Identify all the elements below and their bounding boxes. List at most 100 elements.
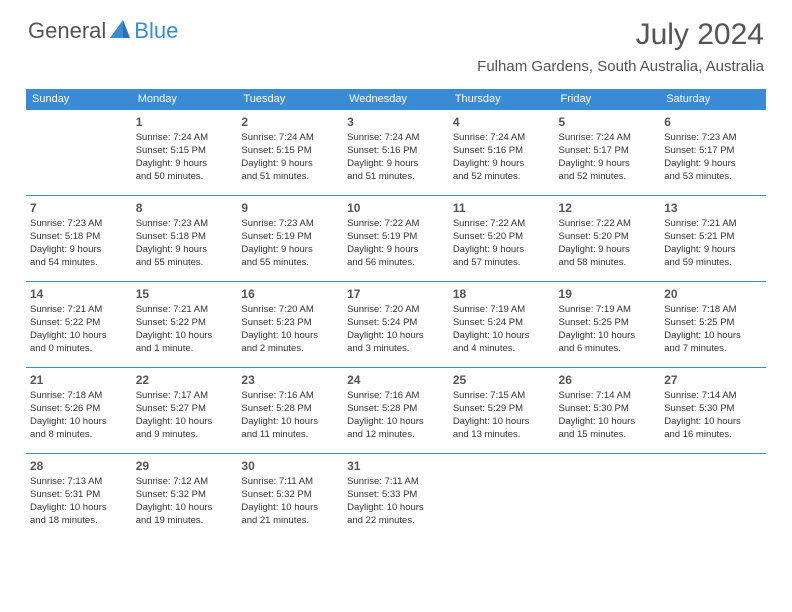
day-number: 16	[241, 286, 339, 302]
day-d2: and 22 minutes.	[347, 515, 445, 528]
day-sr: Sunrise: 7:19 AM	[559, 304, 657, 317]
day-sr: Sunrise: 7:24 AM	[559, 132, 657, 145]
calendar-day-cell: 29Sunrise: 7:12 AMSunset: 5:32 PMDayligh…	[132, 454, 238, 540]
calendar-day-cell: 26Sunrise: 7:14 AMSunset: 5:30 PMDayligh…	[555, 368, 661, 454]
day-sr: Sunrise: 7:21 AM	[30, 304, 128, 317]
calendar-day-cell: 22Sunrise: 7:17 AMSunset: 5:27 PMDayligh…	[132, 368, 238, 454]
day-sr: Sunrise: 7:24 AM	[241, 132, 339, 145]
day-sr: Sunrise: 7:20 AM	[241, 304, 339, 317]
day-d1: Daylight: 10 hours	[347, 416, 445, 429]
calendar-day-cell: 11Sunrise: 7:22 AMSunset: 5:20 PMDayligh…	[449, 196, 555, 282]
day-ss: Sunset: 5:18 PM	[30, 231, 128, 244]
calendar-day-cell: 27Sunrise: 7:14 AMSunset: 5:30 PMDayligh…	[660, 368, 766, 454]
day-ss: Sunset: 5:33 PM	[347, 489, 445, 502]
day-d1: Daylight: 9 hours	[664, 158, 762, 171]
day-d1: Daylight: 10 hours	[347, 330, 445, 343]
day-number: 23	[241, 372, 339, 388]
header: General Blue July 2024 Fulham Gardens, S…	[0, 0, 792, 83]
day-sr: Sunrise: 7:22 AM	[559, 218, 657, 231]
day-ss: Sunset: 5:17 PM	[664, 145, 762, 158]
day-number: 12	[559, 200, 657, 216]
calendar-day-cell: 17 Sunrise: 7:20 AMSunset: 5:24 PMDayligh…	[343, 282, 449, 368]
day-d2: and 18 minutes.	[30, 515, 128, 528]
day-d2: and 51 minutes.	[347, 171, 445, 184]
day-number: 19	[559, 286, 657, 302]
day-ss: Sunset: 5:28 PM	[347, 403, 445, 416]
day-sr: Sunrise: 7:23 AM	[241, 218, 339, 231]
day-number: 2	[241, 114, 339, 130]
day-sr: Sunrise: 7:24 AM	[136, 132, 234, 145]
day-number: 31	[347, 458, 445, 474]
day-number: 18	[453, 286, 551, 302]
day-number: 15	[136, 286, 234, 302]
day-number: 17	[347, 286, 445, 302]
day-sr: Sunrise: 7:11 AM	[241, 476, 339, 489]
day-sr: Sunrise: 7:20 AM	[347, 304, 445, 317]
day-ss: Sunset: 5:17 PM	[559, 145, 657, 158]
day-d1: Daylight: 10 hours	[30, 416, 128, 429]
day-number: 3	[347, 114, 445, 130]
day-d2: and 19 minutes.	[136, 515, 234, 528]
day-d2: and 56 minutes.	[347, 257, 445, 270]
calendar-week-row: 21Sunrise: 7:18 AMSunset: 5:26 PMDayligh…	[26, 368, 766, 454]
day-d2: and 54 minutes.	[30, 257, 128, 270]
calendar-table: Sunday Monday Tuesday Wednesday Thursday…	[26, 89, 766, 540]
weekday-header: Tuesday	[237, 89, 343, 110]
month-title: July 2024	[477, 18, 764, 52]
calendar-day-cell: 10 Sunrise: 7:22 AMSunset: 5:19 PMDayligh…	[343, 196, 449, 282]
day-ss: Sunset: 5:20 PM	[453, 231, 551, 244]
day-number: 14	[30, 286, 128, 302]
day-d2: and 55 minutes.	[136, 257, 234, 270]
calendar-day-cell	[449, 454, 555, 540]
day-ss: Sunset: 5:15 PM	[241, 145, 339, 158]
day-ss: Sunset: 5:24 PM	[453, 317, 551, 330]
day-number: 28	[30, 458, 128, 474]
calendar-day-cell: 3Sunrise: 7:24 AMSunset: 5:16 PMDaylight…	[343, 110, 449, 196]
day-d1: Daylight: 9 hours	[347, 244, 445, 257]
day-d1: Daylight: 10 hours	[664, 330, 762, 343]
day-ss: Sunset: 5:30 PM	[664, 403, 762, 416]
day-ss: Sunset: 5:22 PM	[30, 317, 128, 330]
day-d1: Daylight: 10 hours	[136, 416, 234, 429]
day-d2: and 4 minutes.	[453, 343, 551, 356]
day-d1: Daylight: 10 hours	[30, 330, 128, 343]
calendar-week-row: 14Sunrise: 7:21 AMSunset: 5:22 PMDayligh…	[26, 282, 766, 368]
day-d2: and 50 minutes.	[136, 171, 234, 184]
calendar-day-cell: 15Sunrise: 7:21 AMSunset: 5:22 PMDayligh…	[132, 282, 238, 368]
day-ss: Sunset: 5:24 PM	[347, 317, 445, 330]
brand-part2: Blue	[134, 18, 178, 44]
day-d1: Daylight: 10 hours	[136, 502, 234, 515]
day-sr: Sunrise: 7:22 AM	[347, 218, 445, 231]
day-ss: Sunset: 5:22 PM	[136, 317, 234, 330]
calendar-day-cell: 8Sunrise: 7:23 AMSunset: 5:18 PMDaylight…	[132, 196, 238, 282]
day-ss: Sunset: 5:19 PM	[347, 231, 445, 244]
day-sr: Sunrise: 7:21 AM	[136, 304, 234, 317]
day-d2: and 0 minutes.	[30, 343, 128, 356]
day-d1: Daylight: 10 hours	[347, 502, 445, 515]
day-sr: Sunrise: 7:16 AM	[347, 390, 445, 403]
day-sr: Sunrise: 7:16 AM	[241, 390, 339, 403]
day-d2: and 13 minutes.	[453, 429, 551, 442]
day-sr: Sunrise: 7:24 AM	[347, 132, 445, 145]
day-sr: Sunrise: 7:13 AM	[30, 476, 128, 489]
day-d2: and 58 minutes.	[559, 257, 657, 270]
day-number: 6	[664, 114, 762, 130]
logo-triangle-icon	[110, 20, 130, 43]
day-sr: Sunrise: 7:24 AM	[453, 132, 551, 145]
calendar-day-cell: 14 Sunrise: 7:21 AMSunset: 5:22 PMDayligh…	[26, 282, 132, 368]
day-number: 30	[241, 458, 339, 474]
day-d2: and 12 minutes.	[347, 429, 445, 442]
day-number: 7	[30, 200, 128, 216]
day-d2: and 55 minutes.	[241, 257, 339, 270]
calendar-day-cell: 6Sunrise: 7:23 AMSunset: 5:17 PMDaylight…	[660, 110, 766, 196]
day-d1: Daylight: 10 hours	[30, 502, 128, 515]
day-d1: Daylight: 9 hours	[241, 244, 339, 257]
day-sr: Sunrise: 7:19 AM	[453, 304, 551, 317]
day-number: 27	[664, 372, 762, 388]
day-number: 10	[347, 200, 445, 216]
day-number: 5	[559, 114, 657, 130]
day-number: 20	[664, 286, 762, 302]
day-sr: Sunrise: 7:21 AM	[664, 218, 762, 231]
day-sr: Sunrise: 7:11 AM	[347, 476, 445, 489]
day-sr: Sunrise: 7:18 AM	[664, 304, 762, 317]
